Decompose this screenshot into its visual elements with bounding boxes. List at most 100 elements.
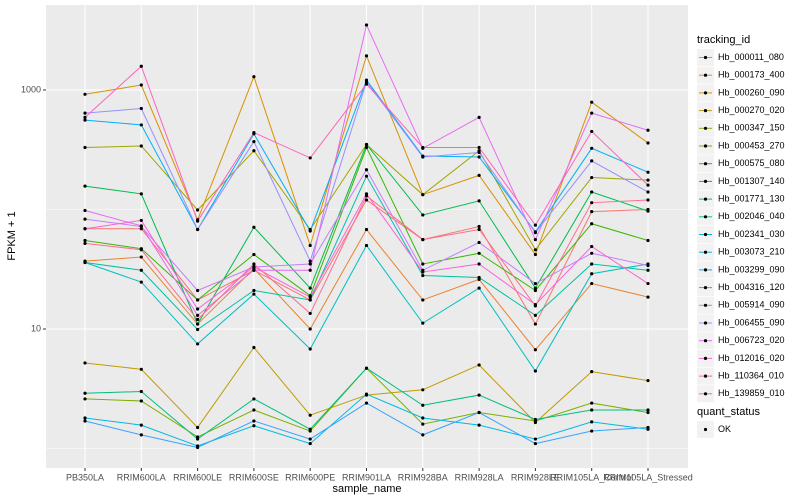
data-point [196, 327, 200, 332]
data-point [308, 286, 312, 290]
data-point [252, 252, 256, 257]
x-axis-label: sample_name [332, 483, 401, 495]
data-point [364, 392, 369, 396]
data-point [364, 227, 369, 232]
data-point [646, 425, 650, 430]
data-point [364, 401, 369, 405]
data-point [83, 416, 87, 420]
data-point [83, 111, 87, 115]
data-point [308, 262, 312, 266]
data-point [533, 369, 538, 373]
data-point [139, 280, 143, 284]
legend-label: Hb_000260_090 [718, 87, 785, 97]
data-point [533, 313, 538, 317]
legend-label: Hb_002046_040 [718, 211, 785, 221]
data-point [308, 441, 312, 446]
legend-point [703, 321, 708, 325]
data-point [196, 288, 200, 293]
data-point [83, 115, 87, 119]
data-point [533, 437, 538, 441]
data-point [364, 80, 369, 84]
data-point [646, 408, 650, 412]
data-point [533, 348, 538, 352]
legend-point [703, 268, 708, 272]
data-point [421, 145, 425, 150]
data-point [590, 251, 594, 255]
data-point [590, 201, 594, 205]
data-point [646, 281, 650, 286]
data-point [364, 82, 369, 86]
data-point [252, 149, 256, 153]
data-point [590, 190, 594, 194]
legend-label: Hb_139859_010 [718, 388, 785, 398]
data-point [252, 262, 256, 266]
legend-point [703, 374, 708, 378]
data-point [139, 255, 143, 259]
data-point [308, 268, 312, 272]
data-point [646, 238, 650, 243]
data-point [421, 262, 425, 266]
legend-point [703, 126, 708, 130]
data-point [590, 401, 594, 405]
data-point [646, 379, 650, 383]
legend-point [703, 91, 708, 95]
legend-point [703, 427, 708, 432]
data-point [590, 129, 594, 134]
x-tick-label: RRIM105LA_Control [550, 472, 633, 482]
data-point [139, 224, 143, 228]
data-point [421, 433, 425, 437]
x-tick-label: RRIM600PE [285, 472, 335, 482]
legend-point [703, 392, 708, 396]
data-point [646, 128, 650, 132]
data-point [83, 361, 87, 365]
legend-point [703, 73, 708, 77]
data-point [533, 237, 538, 242]
data-point [308, 243, 312, 248]
data-point [590, 159, 594, 163]
data-point [533, 322, 538, 326]
data-point [252, 288, 256, 293]
data-point [421, 422, 425, 426]
data-point [590, 244, 594, 249]
data-point [83, 419, 87, 423]
data-point [252, 268, 256, 272]
data-point [308, 347, 312, 351]
data-point [477, 145, 481, 150]
data-point [308, 259, 312, 263]
data-point [308, 229, 312, 233]
data-point [364, 243, 369, 248]
data-point [477, 224, 481, 229]
data-point [646, 268, 650, 272]
data-point [139, 83, 143, 87]
data-point [308, 298, 312, 302]
data-point [477, 240, 481, 245]
data-point [196, 298, 200, 302]
data-point [364, 366, 369, 370]
data-point [590, 222, 594, 226]
data-point [646, 263, 650, 268]
data-point [252, 139, 256, 144]
data-point [533, 286, 538, 290]
legend-label: Hb_005914_090 [718, 300, 785, 310]
data-point [646, 295, 650, 299]
data-point [364, 198, 369, 202]
data-point [252, 345, 256, 350]
legend-point [703, 162, 708, 166]
data-point [533, 281, 538, 286]
x-tick-label: RRIM928LE [511, 472, 560, 482]
data-point [477, 423, 481, 427]
legend-label: Hb_012016_020 [718, 353, 785, 363]
data-point [590, 408, 594, 412]
legend-label: Hb_000270_020 [718, 105, 785, 115]
legend-label: Hb_000173_400 [718, 70, 785, 80]
data-point [590, 420, 594, 424]
data-point [477, 410, 481, 415]
data-point [364, 168, 369, 172]
data-point [421, 193, 425, 197]
legend-point [703, 232, 708, 237]
data-point [646, 170, 650, 174]
x-tick-label: RRIM600LE [173, 472, 222, 482]
legend-point [703, 197, 708, 201]
